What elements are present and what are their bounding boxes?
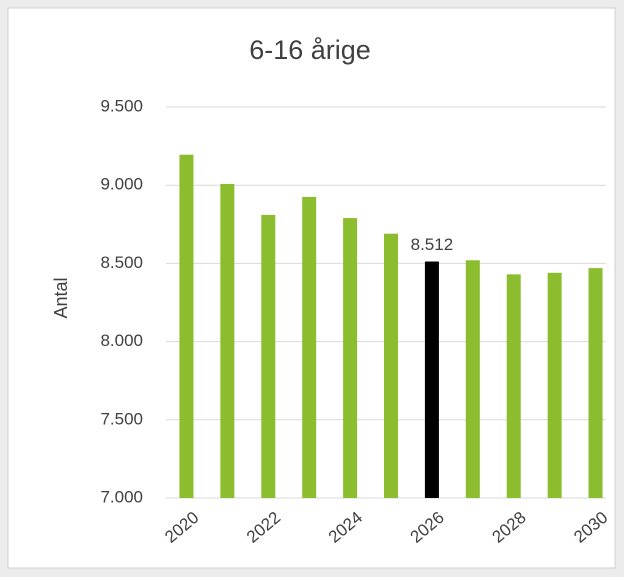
y-tick-label: 8.500 [100,253,143,272]
bar [588,268,603,498]
bar [547,272,562,498]
y-tick-label: 7.000 [100,487,143,506]
bar [343,218,358,498]
y-axis-label: Antal [51,277,71,318]
data-label: 8.512 [411,235,454,254]
y-tick-label: 7.500 [100,409,143,428]
bar [424,261,439,498]
bar [220,183,235,499]
bar [261,214,276,498]
y-tick-label: 8.000 [100,331,143,350]
chart-title: 6-16 årige [249,35,371,65]
bar [179,154,194,498]
bar [302,196,317,498]
bar [506,274,521,498]
y-tick-label: 9.000 [100,175,143,194]
bar [465,260,480,498]
bar [384,233,398,498]
y-tick-label: 9.500 [100,96,143,115]
